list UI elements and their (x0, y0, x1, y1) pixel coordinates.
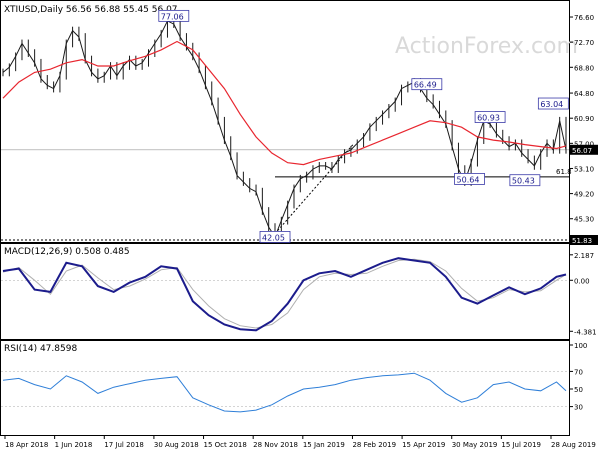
price-annotation-box (158, 9, 190, 22)
price-annotation-box (537, 97, 569, 110)
rsi-tick-label: 100 (574, 342, 587, 350)
price-annotation-label: 42.05 (262, 233, 285, 242)
macd-layer (1, 257, 569, 332)
rsi-panel-title: RSI(14) 47.8598 (4, 344, 77, 354)
price-tick-label: 72.70 (574, 39, 594, 47)
price-tick-label: 64.80 (574, 90, 594, 98)
axis-layer: 76.60 72.70 68.80 64.80 60.90 57.00 53.10 49.20… (4, 14, 598, 449)
price-annotation-box (411, 78, 443, 91)
current-price-label: 56.07 (572, 147, 592, 155)
x-tick-label: 15 Apr 2019 (402, 441, 445, 449)
x-tick-label: 15 Oct 2018 (204, 441, 247, 449)
macd-main-line (2, 257, 567, 332)
price-tick-label: 60.90 (574, 115, 594, 123)
rsi-panel-frame (0, 340, 570, 436)
x-tick-label: 1 Jun 2018 (55, 441, 93, 449)
x-tick-label: 15 Jan 2019 (303, 441, 345, 449)
price-series-line (2, 20, 567, 238)
price-tick-label: 53.10 (574, 165, 594, 173)
price-annotation-label: 66.49 (414, 81, 437, 90)
fib-label: 61.8 (556, 168, 572, 176)
price-tick-label: 57.00 (574, 140, 594, 148)
price-panel-frame (0, 0, 570, 243)
price-annotation-box (259, 231, 291, 243)
price-tick-label: 49.20 (574, 191, 594, 199)
x-tick-label: 28 Feb 2019 (352, 441, 396, 449)
macd-tick-label: -4.381 (574, 328, 597, 336)
rsi-tick-label: 70 (574, 368, 583, 376)
watermark: ActionForex.com (395, 34, 578, 59)
macd-tick-label: 0.00 (574, 277, 590, 285)
price-annotation-label: 50.64 (457, 175, 480, 184)
macd-panel-title: MACD(12,26,9) 0.508 0.485 (4, 247, 130, 257)
price-layer: 77.06 42.05 66.49 60.93 50.64 50.43 63.04 61.8 (1, 9, 572, 243)
price-panel-title: XTIUSD,Daily 56.56 56.88 55.45 56.07 (4, 5, 178, 15)
rsi-tick-label: 50 (574, 386, 583, 394)
price-tick-label: 45.30 (574, 216, 594, 224)
price-annotation-box (474, 111, 506, 123)
macd-panel-frame (0, 243, 570, 340)
rsi-tick-label: 30 (574, 404, 583, 412)
x-tick-label: 18 Apr 2018 (5, 441, 48, 449)
price-annotation-label: 77.06 (161, 12, 184, 21)
support-level-box (570, 235, 598, 245)
price-tick-label: 76.60 (574, 14, 594, 22)
price-annotation-box (509, 174, 541, 187)
price-tick-label: 68.80 (574, 64, 594, 72)
ma-series-line (2, 40, 567, 166)
x-tick-label: 28 Aug 2019 (551, 441, 596, 449)
x-tick-label: 15 Jul 2019 (501, 441, 541, 449)
price-annotation-label: 50.43 (512, 177, 535, 186)
rsi-line (2, 372, 567, 413)
macd-tick-label: 2.187 (574, 252, 594, 260)
x-tick-label: 17 Jul 2018 (104, 441, 144, 449)
support-level-label: 51.83 (572, 237, 592, 245)
x-tick-label: 30 Aug 2018 (154, 441, 199, 449)
price-annotation-label: 63.04 (540, 100, 563, 109)
macd-signal-line (2, 258, 567, 329)
x-tick-label: 30 May 2019 (452, 441, 498, 449)
current-price-box (570, 144, 598, 155)
x-tick-label: 28 Nov 2018 (253, 441, 298, 449)
rsi-layer (1, 371, 569, 413)
price-annotation-label: 60.93 (477, 114, 500, 123)
price-annotation-box (454, 173, 485, 185)
